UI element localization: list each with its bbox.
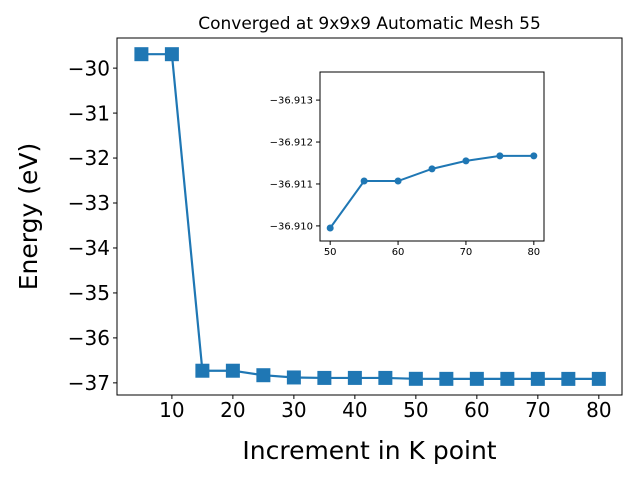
marker (317, 370, 332, 385)
y-tick-label: −36.912 (270, 138, 313, 149)
x-tick-label: 20 (220, 398, 245, 422)
marker (256, 368, 271, 383)
x-tick-label: 70 (525, 398, 550, 422)
y-tick-label: −31 (68, 101, 110, 125)
y-tick-label: −36.910 (270, 222, 313, 233)
marker (530, 371, 545, 386)
y-tick-label: −37 (68, 371, 110, 395)
x-tick-label: 70 (460, 247, 473, 258)
y-tick-label: −30 (68, 56, 110, 80)
x-tick-label: 60 (392, 247, 405, 258)
x-tick-label: 40 (342, 398, 367, 422)
marker (469, 371, 484, 386)
marker (428, 165, 436, 173)
x-axis-label: Increment in K point (242, 436, 496, 465)
y-axis-label: Energy (eV) (14, 143, 43, 290)
marker (286, 370, 301, 385)
marker (591, 371, 606, 386)
chart-title: Converged at 9x9x9 Automatic Mesh 55 (198, 14, 541, 34)
marker (394, 177, 402, 185)
x-tick-label: 50 (324, 247, 337, 258)
marker (195, 363, 210, 378)
marker (462, 157, 470, 165)
marker (500, 371, 515, 386)
y-tick-label: −35 (68, 281, 110, 305)
y-tick-label: −36 (68, 326, 110, 350)
marker (164, 47, 179, 62)
y-tick-label: −32 (68, 146, 110, 170)
y-tick-label: −34 (68, 236, 110, 260)
x-tick-label: 50 (403, 398, 428, 422)
x-tick-label: 80 (586, 398, 611, 422)
x-tick-label: 60 (464, 398, 489, 422)
marker (378, 370, 393, 385)
series-line (141, 53, 599, 380)
x-tick-label: 30 (281, 398, 306, 422)
marker (360, 177, 368, 185)
marker (496, 152, 504, 160)
x-tick-label: 10 (159, 398, 184, 422)
y-tick-label: −33 (68, 191, 110, 215)
x-tick-label: 80 (527, 247, 540, 258)
marker (439, 371, 454, 386)
marker (347, 370, 362, 385)
marker (134, 47, 149, 62)
marker (326, 224, 334, 232)
marker (561, 371, 576, 386)
y-tick-label: −36.913 (270, 96, 313, 107)
marker (225, 363, 240, 378)
marker (530, 152, 538, 160)
y-tick-label: −36.911 (270, 180, 313, 191)
marker (408, 371, 423, 386)
